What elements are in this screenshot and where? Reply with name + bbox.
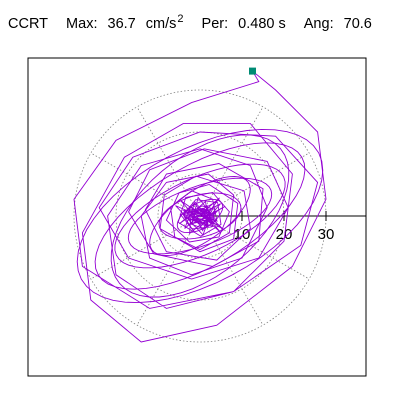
trace-loop: [114, 163, 286, 269]
motion-trace: [73, 70, 327, 343]
per-value: 0.480 s: [238, 16, 286, 32]
ang-value: 70.6: [343, 16, 372, 32]
trace-path: [73, 70, 327, 343]
trace-loop: [158, 192, 242, 240]
grid-spoke: [90, 215, 201, 280]
max-label: Max:: [66, 16, 98, 32]
max-unit: cm/s: [145, 16, 177, 32]
trace-loop: [127, 177, 273, 255]
trace-loop: [110, 134, 290, 298]
peak-marker-layer: [249, 67, 256, 75]
x-tick-label: 30: [318, 226, 335, 243]
grid-spoke: [199, 215, 310, 280]
max-value: 36.7: [107, 16, 136, 32]
peak-marker: [249, 67, 256, 75]
max-unit-exponent: 2: [177, 13, 184, 25]
per-label: Per:: [201, 16, 229, 32]
ang-label: Ang:: [303, 16, 334, 32]
grid-spoke: [199, 215, 264, 326]
trace-loop: [76, 128, 324, 304]
grid-spoke: [199, 152, 310, 217]
grid-spoke: [199, 106, 264, 217]
trace-core: [175, 196, 226, 236]
plot-frame: [27, 57, 367, 377]
grid-spoke: [90, 152, 201, 217]
station-label: CCRT: [8, 16, 49, 32]
trace-loop: [94, 142, 306, 290]
chart-header: CCRT Max: 36.7 cm/s2 Per: 0.480 s Ang: 7…: [8, 13, 372, 38]
x-tick-label: 20: [276, 226, 293, 243]
